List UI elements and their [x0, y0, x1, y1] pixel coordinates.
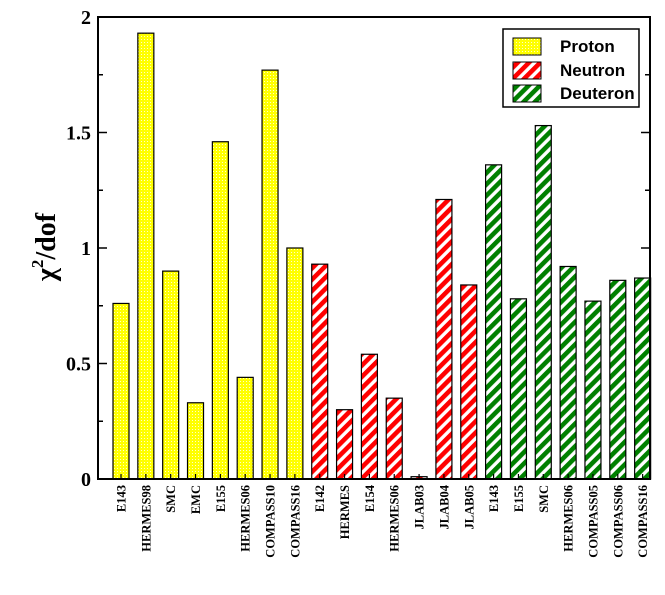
y-axis-label-rest: /dof — [31, 212, 62, 260]
x-tick-label: JLAB04 — [437, 484, 451, 529]
x-tick-label: E142 — [313, 485, 327, 512]
x-tick-label: E155 — [512, 485, 526, 512]
x-tick-label: SMC — [537, 485, 551, 513]
legend-swatch-deuteron — [512, 84, 542, 103]
y-axis-label-main: χ — [31, 267, 62, 282]
bar-neutron-jlab04 — [435, 198, 453, 480]
bar-proton-e143 — [112, 302, 130, 480]
bar-deuteron-compass16 — [634, 277, 652, 480]
x-tick-label: E143 — [487, 485, 501, 512]
y-tick-label: 0 — [81, 469, 91, 491]
bar-deuteron-hermes06 — [559, 265, 577, 480]
bar-deuteron-smc — [534, 124, 552, 480]
bar-neutron-jlab05 — [460, 284, 478, 480]
bar-proton-hermes98 — [137, 32, 155, 480]
bars — [112, 32, 652, 480]
bar-deuteron-e155 — [509, 298, 528, 480]
x-tick-label: E154 — [363, 484, 377, 512]
legend-item-proton: Proton — [512, 37, 615, 56]
bar-neutron-e142 — [311, 263, 329, 480]
legend-label-proton: Proton — [560, 37, 615, 56]
x-tick-label: HERMES06 — [239, 485, 253, 552]
x-tick-label: E143 — [115, 485, 129, 512]
x-tick-label: COMPASS06 — [611, 485, 625, 558]
bar-proton-compass16 — [286, 247, 304, 480]
x-tick-label: COMPASS05 — [586, 485, 600, 558]
bar-deuteron-compass06 — [609, 279, 627, 480]
legend-swatch-neutron — [512, 61, 542, 80]
x-tick-label: COMPASS16 — [288, 485, 302, 558]
x-tick-label: HERMES06 — [562, 485, 576, 552]
bar-proton-smc — [162, 270, 180, 480]
bar-proton-emc — [186, 402, 205, 480]
x-tick-label: HERMES — [338, 485, 352, 539]
y-tick-label: 0.5 — [66, 354, 91, 376]
legend-item-deuteron: Deuteron — [512, 84, 635, 103]
y-axis-label: χ2/dof — [28, 212, 62, 282]
x-tick-label: JLAB05 — [462, 485, 476, 529]
x-tick-label: JLAB03 — [413, 485, 427, 529]
x-tick-label: HERMES98 — [139, 485, 153, 552]
bar-neutron-e154 — [360, 353, 378, 480]
legend-swatch-proton — [512, 37, 542, 56]
legend-item-neutron: Neutron — [512, 61, 625, 80]
x-tick-label: COMPASS10 — [264, 485, 278, 558]
bar-proton-hermes06 — [236, 376, 254, 480]
plot-frame — [97, 16, 651, 480]
y-tick-label: 1 — [81, 238, 91, 260]
legend-label-neutron: Neutron — [560, 61, 625, 80]
x-tick-label: SMC — [164, 485, 178, 513]
legend-label-deuteron: Deuteron — [560, 84, 635, 103]
bar-proton-e155 — [211, 141, 229, 480]
y-tick-label: 1.5 — [66, 123, 91, 145]
x-tick-label: COMPASS16 — [636, 485, 650, 558]
bar-neutron-hermes06 — [385, 397, 403, 480]
bar-deuteron-compass05 — [584, 300, 602, 480]
y-axis-label-sup: 2 — [28, 260, 47, 269]
x-tick-label: EMC — [189, 485, 203, 514]
x-tick-label: HERMES06 — [388, 485, 402, 552]
bar-proton-compass10 — [261, 69, 279, 480]
legend: Proton Neutron Deuteron — [502, 28, 640, 108]
y-tick-label: 2 — [81, 7, 91, 29]
x-axis-labels: E143 HERMES98 SMC EMC E155 HERMES06 COMPASS10 C… — [115, 474, 650, 558]
bar-neutron-hermes — [335, 409, 354, 480]
x-tick-label: E155 — [214, 485, 228, 512]
bar-deuteron-e143 — [485, 164, 503, 480]
